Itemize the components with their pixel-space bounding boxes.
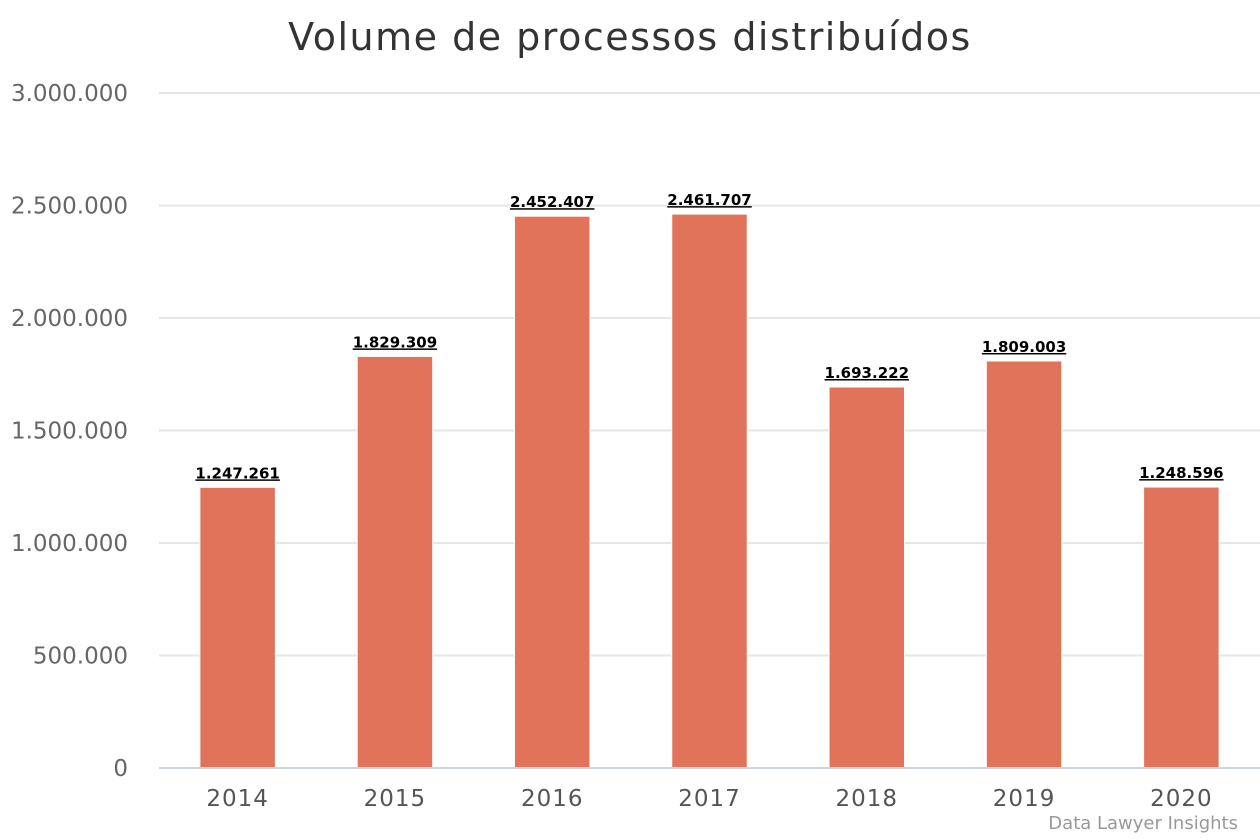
credit-text: Data Lawyer Insights	[1048, 813, 1238, 834]
data-label: 1.809.003	[982, 338, 1066, 356]
bar-2016[interactable]	[513, 215, 591, 769]
x-tick-label: 2015	[364, 786, 427, 812]
y-tick-label: 1.000.000	[11, 531, 128, 557]
x-tick-label: 2017	[678, 786, 741, 812]
y-tick-label: 1.500.000	[11, 419, 128, 445]
y-tick-label: 3.000.000	[11, 81, 128, 107]
x-tick-label: 2019	[993, 786, 1056, 812]
data-label: 1.247.261	[195, 464, 279, 482]
x-tick-label: 2016	[521, 786, 584, 812]
y-tick-label: 2.500.000	[11, 194, 128, 220]
data-label: 1.693.222	[825, 364, 909, 382]
data-label: 1.248.596	[1139, 464, 1223, 482]
x-tick-label: 2014	[206, 786, 269, 812]
data-label: 1.829.309	[353, 333, 437, 351]
data-label: 2.461.707	[667, 191, 751, 209]
bar-2020[interactable]	[1143, 486, 1220, 769]
chart-title: Volume de processos distribuídos	[288, 15, 972, 59]
bar-2014[interactable]	[199, 486, 276, 769]
bar-2017[interactable]	[671, 213, 748, 769]
y-tick-label: 2.000.000	[11, 306, 128, 332]
bar-2015[interactable]	[356, 355, 434, 769]
bar-2019[interactable]	[985, 360, 1063, 769]
y-tick-label: 0	[113, 756, 128, 782]
x-axis-ticks: 2014 2015 2016 2017 2018 2019 2020	[206, 786, 1213, 812]
x-tick-label: 2020	[1150, 786, 1213, 812]
data-labels: 1.247.261 1.829.309 2.452.407 2.461.707 1.69…	[195, 191, 1223, 482]
data-label: 2.452.407	[510, 193, 594, 211]
y-tick-label: 500.000	[33, 644, 128, 670]
y-axis-ticks: 0 500.000 1.000.000 1.500.000 2.000.000 2.500…	[11, 81, 128, 782]
x-tick-label: 2018	[836, 786, 899, 812]
bars	[199, 213, 1220, 769]
bar-2018[interactable]	[828, 386, 906, 769]
